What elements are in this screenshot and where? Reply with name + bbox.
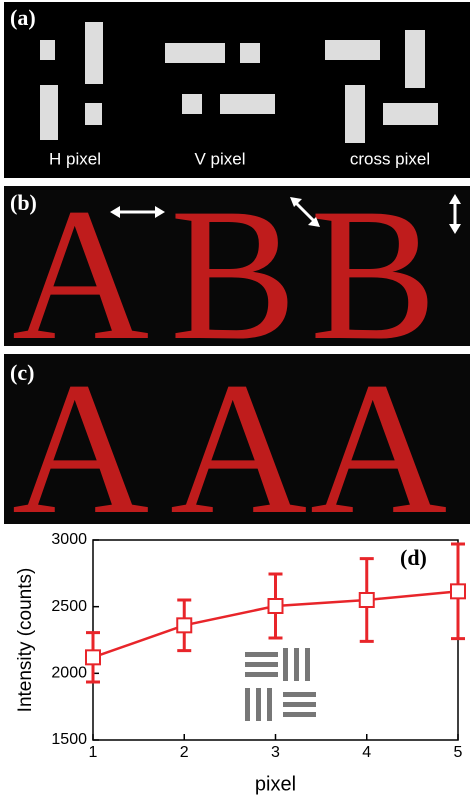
letter-image: A <box>12 344 149 554</box>
panel-a <box>4 2 470 178</box>
inset-dash <box>267 688 272 721</box>
pixel-shapes <box>40 22 438 143</box>
panel-label: (c) <box>10 360 34 385</box>
panel-label: (b) <box>10 190 37 215</box>
y-tick-label: 3000 <box>51 531 87 548</box>
inset-dash <box>283 702 316 707</box>
marker <box>450 583 466 600</box>
panel-label: (d) <box>400 545 427 570</box>
inset-dash <box>305 648 310 681</box>
panel-label: (a) <box>10 5 36 30</box>
marker <box>176 617 193 634</box>
inset-dash <box>256 688 261 721</box>
x-axis-label: pixel <box>255 773 296 795</box>
caption: H pixel <box>49 149 101 168</box>
letter-image: B <box>170 170 297 380</box>
y-axis-label: Intensity (counts) <box>15 568 36 713</box>
inset-dash <box>283 648 288 681</box>
letter-image: B <box>310 170 437 380</box>
panel-c <box>4 354 470 524</box>
x-tick-label: 1 <box>89 744 98 761</box>
inset-dash <box>245 672 278 677</box>
marker <box>85 649 101 666</box>
inset-dash <box>245 662 278 667</box>
inset-dash <box>283 692 316 697</box>
y-tick-label: 2000 <box>51 665 87 682</box>
y-tick-label: 1500 <box>51 731 87 748</box>
caption: V pixel <box>194 149 245 168</box>
x-tick-label: 5 <box>454 744 463 761</box>
inset-dash <box>294 648 299 681</box>
y-tick-label: 2500 <box>51 598 87 615</box>
letter-image: A <box>12 170 149 380</box>
inset-dash <box>245 688 250 721</box>
marker <box>267 598 284 614</box>
x-tick-label: 2 <box>180 744 189 761</box>
inset-dash <box>283 712 316 717</box>
letter-image: A <box>170 344 307 554</box>
polarization-arrows <box>110 194 461 234</box>
inset-dash <box>245 652 278 657</box>
pixel-inset <box>245 648 316 721</box>
x-tick-label: 3 <box>271 744 280 761</box>
x-tick-label: 4 <box>362 744 371 761</box>
panel-b <box>4 186 470 346</box>
letter-image: A <box>310 344 447 554</box>
marker <box>358 592 375 608</box>
caption: cross pixel <box>350 149 430 168</box>
